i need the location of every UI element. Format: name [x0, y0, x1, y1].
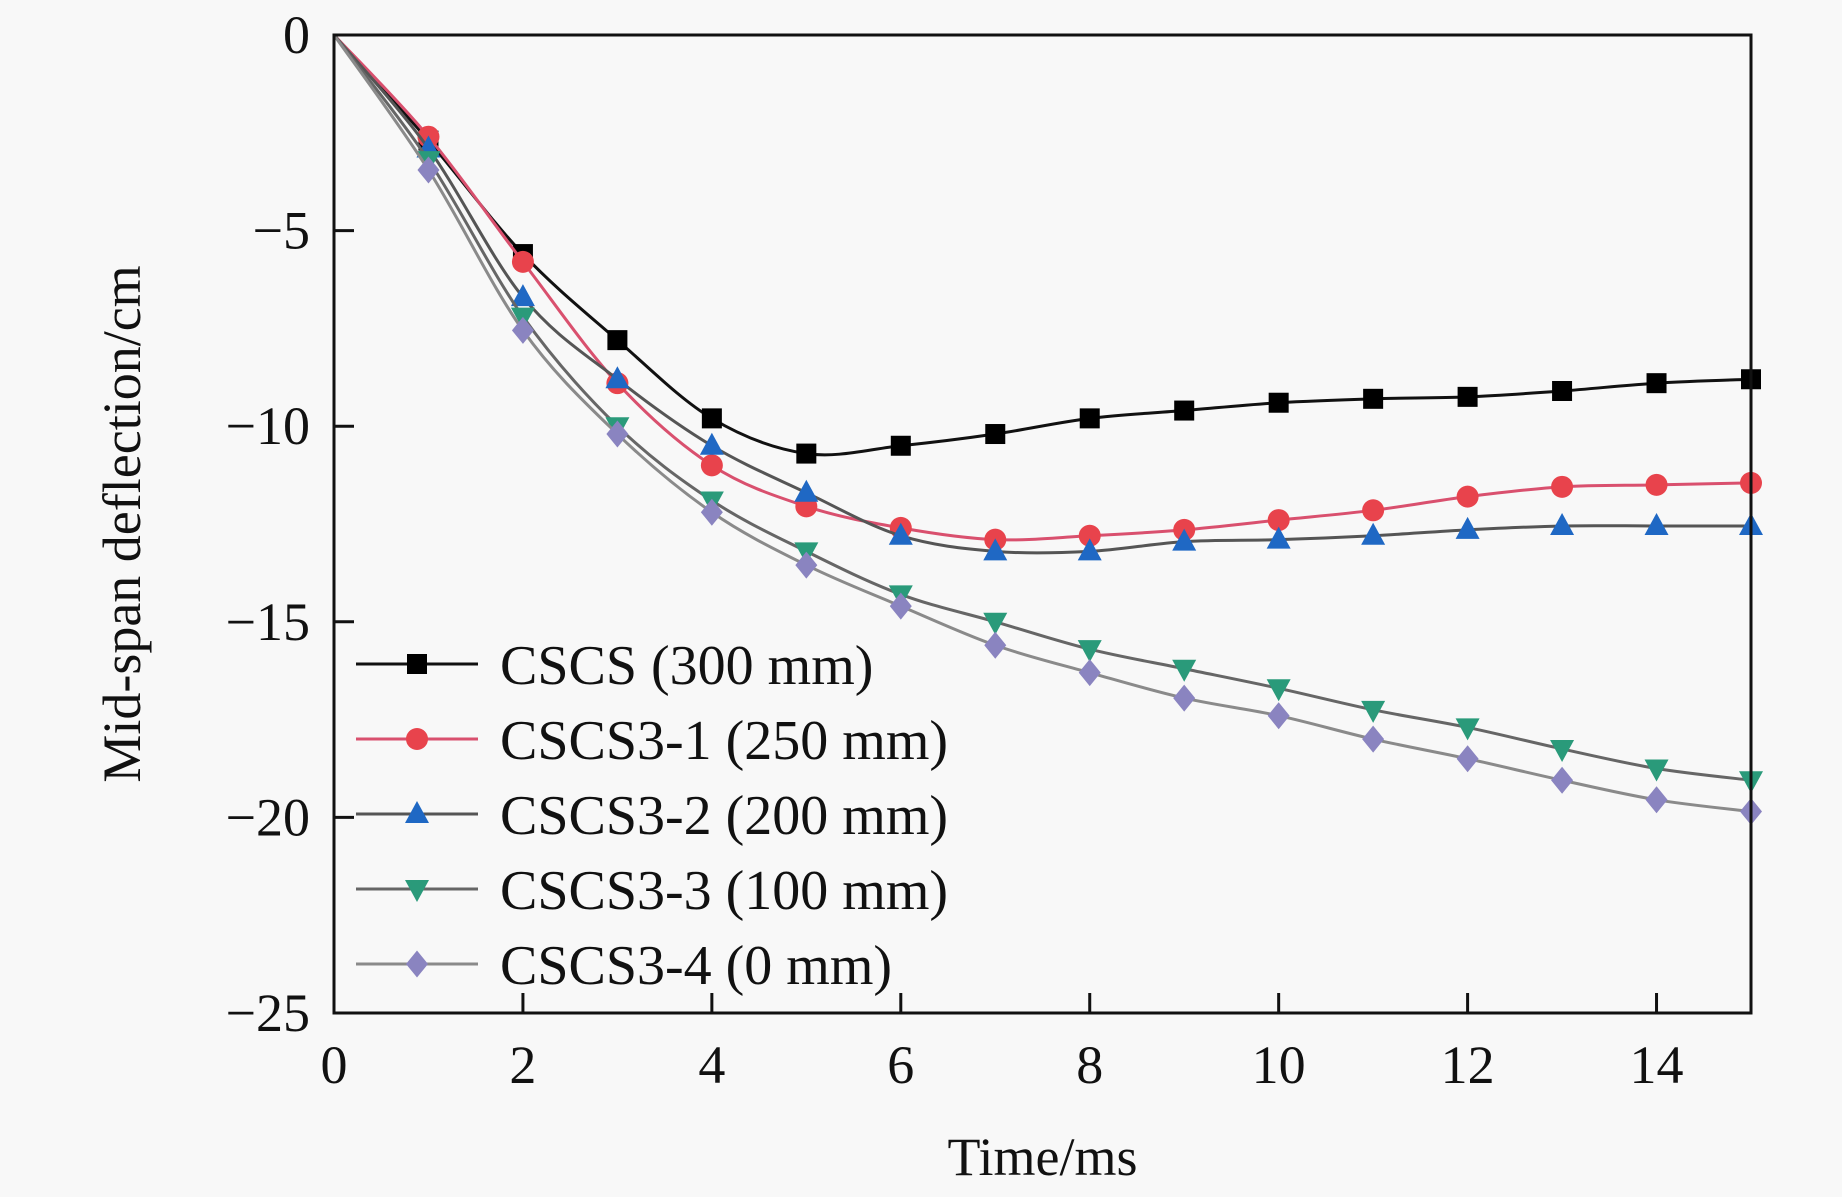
legend-item: CSCS3-4 (0 mm) [356, 935, 892, 997]
legend-marker [407, 654, 427, 674]
data-point [1455, 516, 1480, 539]
data-point [1645, 786, 1668, 814]
y-tick-label: −10 [226, 396, 310, 456]
data-point [983, 538, 1008, 561]
data-point [1550, 512, 1575, 535]
series-line [332, 34, 1752, 457]
data-point [1551, 766, 1574, 794]
legend-marker [405, 801, 429, 823]
y-axis-title: Mid-span deflection/cm [92, 265, 152, 782]
y-tick-label: −20 [226, 787, 310, 847]
data-point [1456, 485, 1479, 508]
data-point [1551, 475, 1574, 498]
data-point [1552, 380, 1573, 401]
data-point [510, 284, 535, 307]
data-point [1266, 526, 1291, 549]
legend-item: CSCS3-1 (250 mm) [356, 710, 948, 772]
data-point [794, 479, 819, 502]
data-point [983, 612, 1008, 635]
y-tick-label: 0 [283, 5, 310, 65]
legend-label: CSCS (300 mm) [500, 635, 873, 697]
data-point [1079, 408, 1100, 429]
data-point [607, 330, 628, 351]
data-point [1077, 640, 1102, 663]
x-tick-label: 12 [1441, 1035, 1495, 1095]
data-point [1078, 659, 1101, 687]
x-tick-label: 10 [1252, 1035, 1306, 1095]
data-point [1174, 400, 1195, 421]
data-point [1361, 700, 1386, 723]
data-point [1644, 759, 1669, 782]
legend: CSCS (300 mm) CSCS3-1 (250 mm) CSCS3-2 (20… [356, 635, 948, 997]
data-point [1267, 702, 1290, 730]
x-tick-label: 4 [698, 1035, 725, 1095]
data-point [1266, 679, 1291, 702]
data-point [605, 366, 630, 389]
data-point [1172, 528, 1197, 551]
plot-frame [332, 33, 1753, 1015]
series-4 [332, 34, 1762, 826]
data-point [1267, 509, 1290, 532]
x-axis-title: Time/ms [947, 1127, 1137, 1187]
data-point [984, 631, 1007, 659]
data-point [511, 250, 534, 273]
data-point [1646, 373, 1667, 394]
data-point [417, 156, 440, 184]
data-point [1550, 739, 1575, 762]
data-point [1361, 522, 1386, 545]
data-point [1362, 725, 1385, 753]
legend-label: CSCS3-2 (200 mm) [500, 785, 948, 847]
data-point [1456, 745, 1479, 773]
legend-marker [406, 950, 428, 978]
data-point [1077, 538, 1102, 561]
series-line [332, 33, 1752, 542]
y-tick-label: −25 [226, 983, 310, 1043]
data-point [888, 522, 913, 545]
data-point [889, 592, 912, 620]
series-1 [332, 33, 1762, 551]
legend-item: CSCS (300 mm) [356, 635, 873, 697]
data-point [985, 424, 1006, 445]
data-point [1457, 386, 1478, 407]
data-point [701, 408, 722, 429]
data-point [796, 443, 817, 464]
data-point [1173, 684, 1196, 712]
x-tick-label: 6 [887, 1035, 914, 1095]
x-tick-label: 8 [1076, 1035, 1103, 1095]
x-tick-label: 14 [1630, 1035, 1684, 1095]
data-point [1644, 512, 1669, 535]
data-point [700, 454, 723, 477]
data-point [1078, 524, 1101, 547]
legend-label: CSCS3-3 (100 mm) [500, 860, 948, 922]
data-point [699, 432, 724, 455]
series-0 [332, 34, 1761, 464]
y-tick-label: −15 [226, 592, 310, 652]
y-tick-label: −5 [253, 201, 310, 261]
data-point [1362, 499, 1385, 522]
data-point [606, 420, 629, 448]
legend-label: CSCS3-4 (0 mm) [500, 935, 892, 997]
data-point [700, 498, 723, 526]
legend-marker [406, 728, 428, 750]
data-point [1363, 388, 1384, 409]
data-point [511, 316, 534, 344]
data-point [1645, 473, 1668, 496]
legend-label: CSCS3-1 (250 mm) [500, 710, 948, 772]
x-tick-label: 0 [321, 1035, 348, 1095]
ticks-layer: 0 2 4 6 8 10 12 14 0 −5 −10 −15 −20 −25 [226, 5, 1684, 1095]
legend-item: CSCS3-3 (100 mm) [356, 860, 948, 922]
data-point [890, 435, 911, 456]
series-layer [332, 33, 1763, 826]
legend-marker [405, 880, 429, 902]
data-point [1172, 659, 1197, 682]
data-point [1455, 718, 1480, 741]
legend-item: CSCS3-2 (200 mm) [356, 785, 948, 847]
data-point [795, 551, 818, 579]
x-tick-label: 2 [509, 1035, 536, 1095]
data-point [1268, 392, 1289, 413]
